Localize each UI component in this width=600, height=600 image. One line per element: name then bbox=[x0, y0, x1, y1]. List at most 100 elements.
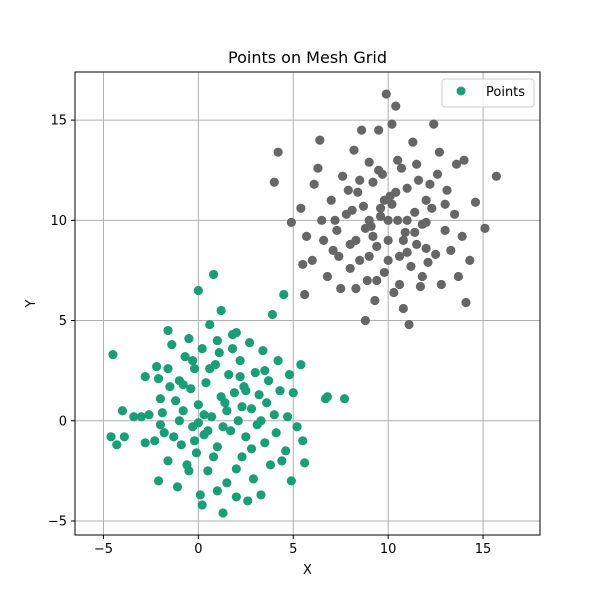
data-point bbox=[231, 464, 241, 474]
data-point bbox=[243, 496, 253, 506]
data-point bbox=[417, 271, 427, 282]
data-point bbox=[391, 101, 401, 111]
data-point bbox=[370, 295, 380, 306]
data-point bbox=[288, 388, 298, 398]
data-point bbox=[248, 474, 259, 484]
data-point bbox=[197, 500, 207, 510]
data-point bbox=[440, 225, 450, 235]
data-point bbox=[106, 432, 116, 442]
data-point bbox=[338, 171, 348, 181]
data-point bbox=[273, 356, 283, 366]
data-point bbox=[263, 376, 274, 386]
data-point bbox=[470, 197, 481, 207]
data-point bbox=[491, 171, 501, 181]
data-point bbox=[222, 406, 232, 416]
data-point bbox=[258, 346, 268, 356]
data-point bbox=[212, 335, 222, 346]
data-point bbox=[163, 364, 173, 374]
data-point bbox=[260, 438, 270, 448]
data-point bbox=[203, 466, 213, 476]
data-point bbox=[222, 478, 232, 488]
data-point bbox=[393, 215, 403, 225]
data-point bbox=[375, 211, 386, 221]
data-point bbox=[155, 420, 166, 430]
data-point bbox=[362, 275, 372, 286]
data-point bbox=[394, 251, 405, 261]
data-point bbox=[412, 239, 422, 249]
data-point bbox=[332, 225, 342, 235]
data-point bbox=[284, 370, 295, 380]
y-tick-label: 10 bbox=[50, 214, 67, 229]
data-point bbox=[178, 380, 188, 390]
data-point bbox=[227, 343, 238, 354]
data-point bbox=[212, 486, 222, 496]
data-point bbox=[237, 402, 247, 412]
data-point bbox=[205, 364, 215, 374]
data-point bbox=[345, 263, 355, 274]
data-point bbox=[250, 368, 260, 378]
grid-lines bbox=[75, 72, 540, 535]
data-point bbox=[241, 432, 251, 442]
data-point bbox=[465, 255, 475, 266]
data-point bbox=[436, 279, 446, 290]
data-point bbox=[184, 466, 194, 476]
data-point bbox=[317, 215, 327, 225]
data-point bbox=[159, 428, 169, 438]
data-point bbox=[256, 490, 266, 500]
data-point bbox=[423, 257, 433, 268]
data-point bbox=[233, 416, 243, 426]
data-point bbox=[241, 386, 251, 396]
data-point bbox=[189, 436, 200, 446]
data-point bbox=[421, 243, 431, 253]
data-point bbox=[410, 207, 420, 217]
data-point bbox=[296, 203, 306, 213]
data-point bbox=[269, 177, 279, 187]
data-point bbox=[345, 239, 355, 249]
data-point bbox=[391, 187, 401, 197]
data-point bbox=[381, 89, 391, 99]
data-point bbox=[265, 460, 276, 470]
data-point bbox=[406, 261, 416, 272]
data-point bbox=[208, 452, 219, 462]
data-point bbox=[313, 163, 323, 173]
data-point bbox=[195, 490, 205, 500]
data-point bbox=[412, 159, 422, 169]
data-point bbox=[383, 235, 393, 245]
legend-box bbox=[441, 78, 535, 108]
data-point bbox=[383, 215, 393, 225]
data-point bbox=[189, 364, 200, 374]
data-point bbox=[298, 259, 308, 270]
data-point bbox=[400, 227, 410, 237]
data-point bbox=[271, 428, 281, 438]
data-points bbox=[106, 89, 501, 518]
data-point bbox=[155, 394, 166, 404]
data-point bbox=[112, 440, 122, 450]
data-point bbox=[267, 309, 277, 320]
data-point bbox=[218, 508, 228, 518]
data-point bbox=[387, 119, 397, 129]
data-point bbox=[336, 283, 346, 294]
data-point bbox=[292, 422, 302, 432]
data-point bbox=[374, 165, 384, 175]
data-point bbox=[457, 231, 467, 241]
y-tick-label: 5 bbox=[59, 314, 67, 329]
data-point bbox=[235, 356, 245, 366]
data-point bbox=[353, 187, 363, 197]
data-point bbox=[117, 406, 128, 416]
data-point bbox=[402, 183, 412, 193]
x-tick-label: 15 bbox=[475, 542, 492, 557]
data-point bbox=[368, 231, 378, 241]
data-point bbox=[374, 125, 384, 135]
data-point bbox=[355, 175, 365, 185]
data-point bbox=[170, 396, 181, 406]
data-point bbox=[245, 337, 255, 348]
data-point bbox=[442, 185, 452, 195]
data-point bbox=[165, 382, 175, 392]
data-point bbox=[140, 372, 150, 382]
data-point bbox=[203, 426, 213, 436]
legend-marker bbox=[456, 86, 466, 96]
data-point bbox=[193, 400, 203, 410]
data-point bbox=[410, 227, 420, 237]
data-point bbox=[402, 215, 412, 225]
data-point bbox=[415, 281, 426, 292]
